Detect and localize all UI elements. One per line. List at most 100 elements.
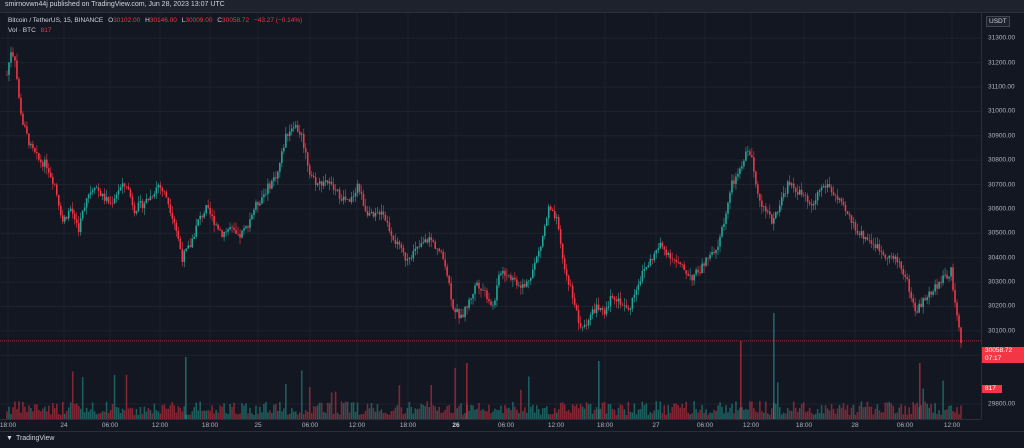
candle-body <box>95 187 98 189</box>
volume-bar <box>932 412 934 419</box>
volume-bar <box>872 414 875 419</box>
volume-bar <box>326 402 329 419</box>
volume-bar <box>784 413 787 419</box>
candle-body <box>561 243 564 259</box>
candle-body <box>890 255 893 257</box>
symbol-legend[interactable]: Bitcoin / TetherUS, 15, BINANCE O30102.0… <box>8 17 302 24</box>
candle-body <box>267 183 269 195</box>
volume-bar <box>231 406 233 419</box>
candle-body <box>780 197 783 206</box>
volume-bar <box>836 408 839 419</box>
price-chart[interactable] <box>0 13 981 419</box>
candle-body <box>273 177 275 181</box>
volume-bar <box>145 411 148 419</box>
open-value: 30102.00 <box>113 17 141 24</box>
candle-body <box>87 194 90 199</box>
volume-bar <box>83 412 86 419</box>
volume-bar <box>788 410 791 419</box>
volume-bar <box>659 401 662 419</box>
candle-body <box>490 301 492 306</box>
volume-bar <box>424 406 427 419</box>
volume-bar <box>551 414 554 419</box>
candle-body <box>729 192 731 203</box>
candle-body <box>615 299 618 302</box>
volume-bar <box>61 401 64 419</box>
candle-body <box>709 254 711 259</box>
candle-body <box>227 229 229 232</box>
candle-body <box>275 177 277 179</box>
volume-bar <box>101 411 104 419</box>
volume-bar <box>390 411 393 419</box>
volume-value: 817 <box>40 27 52 34</box>
price-axis[interactable]: USDT 31300.00 31200.00 31100.00 31000.00 309… <box>981 13 1024 419</box>
tradingview-logo[interactable]: ▼ TradingView <box>6 435 54 442</box>
volume-bar <box>111 403 114 419</box>
candle-body <box>663 246 666 250</box>
candle-body <box>219 229 221 231</box>
volume-bar <box>615 414 618 419</box>
candle-body <box>629 308 632 310</box>
candle-body <box>414 248 417 252</box>
volume-spike <box>466 363 468 419</box>
candle-body <box>788 181 791 185</box>
candle-body <box>948 276 950 279</box>
volume-bar <box>175 412 178 419</box>
volume-bar <box>484 410 486 419</box>
volume-bar <box>6 411 8 419</box>
volume-bar <box>342 403 345 419</box>
candle-body <box>255 202 257 210</box>
volume-bar <box>812 414 815 419</box>
candle-body <box>695 269 697 275</box>
volume-bar <box>338 414 341 419</box>
candle-body <box>438 248 440 251</box>
volume-bar <box>428 406 431 419</box>
volume-bar <box>129 407 132 419</box>
time-tick: 06:00 <box>896 422 914 429</box>
volume-bar <box>285 383 287 419</box>
candle-body <box>502 270 504 274</box>
candle-body <box>69 208 72 212</box>
volume-bar <box>649 412 652 419</box>
candle-body <box>93 188 96 191</box>
candle-body <box>848 213 851 216</box>
currency-button[interactable]: USDT <box>986 16 1010 27</box>
candle-body <box>741 166 743 169</box>
volume-bar <box>567 409 570 419</box>
candle-body <box>30 144 32 146</box>
candle-body <box>832 192 835 196</box>
volume-bar <box>486 411 488 419</box>
candle-body <box>42 162 44 167</box>
candle-body <box>936 284 938 289</box>
volume-legend[interactable]: Vol · BTC 817 <box>8 27 51 34</box>
volume-bar <box>358 414 361 419</box>
candle-body <box>751 155 753 158</box>
volume-bar <box>330 392 333 419</box>
volume-bar <box>798 408 801 419</box>
candle-body <box>595 304 598 314</box>
candle-body <box>643 268 646 272</box>
candle-body <box>842 201 845 205</box>
candle-body <box>711 252 713 255</box>
volume-bar <box>18 401 20 419</box>
candle-body <box>221 230 223 237</box>
time-axis[interactable]: 18:00 24 06:00 12:00 18:00 25 06:00 12:00 18:00 2… <box>0 419 981 432</box>
candle-body <box>553 210 556 219</box>
volume-bar <box>263 403 265 419</box>
candle-body <box>416 246 419 249</box>
candle-body <box>346 199 349 200</box>
candle-body <box>169 204 172 214</box>
candle-body <box>81 210 84 219</box>
volume-bar <box>707 414 709 419</box>
candle-body <box>761 200 763 207</box>
volume-bar <box>543 407 546 419</box>
candle-body <box>107 197 110 203</box>
candle-body <box>946 274 948 279</box>
candle-body <box>328 181 331 184</box>
candle-body <box>908 278 911 292</box>
volume-bar <box>677 405 679 419</box>
candle-body <box>243 228 245 231</box>
candle-body <box>940 282 942 283</box>
volume-bar <box>926 403 928 419</box>
volume-bar <box>336 412 339 419</box>
chart-area[interactable] <box>0 13 981 419</box>
